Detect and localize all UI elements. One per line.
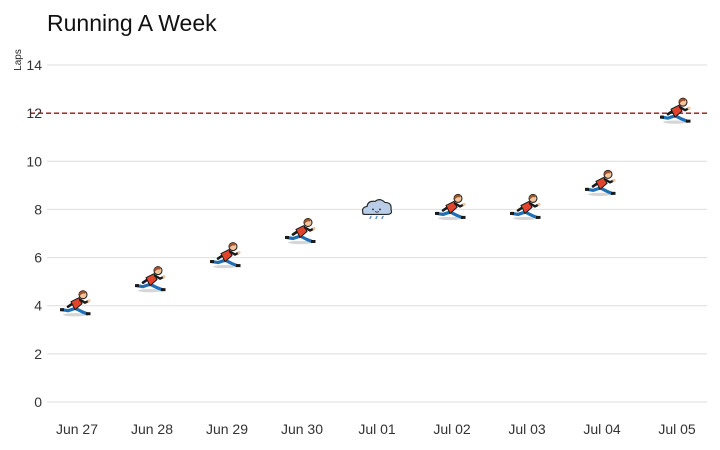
x-tick-label-0: Jun 27 <box>56 421 98 437</box>
x-tick-label-4: Jul 01 <box>358 421 396 437</box>
rain-cloud-icon-4 <box>361 198 393 220</box>
x-tick-label-3: Jun 30 <box>281 421 323 437</box>
runner-icon-2 <box>208 240 243 270</box>
y-axis-ticks: 0 2 4 6 8 10 12 14 <box>26 57 42 410</box>
y-tick-label-2: 2 <box>34 346 42 362</box>
y-tick-label-0: 0 <box>34 394 42 410</box>
runner-icon-5 <box>433 192 468 222</box>
chart-title: Running A Week <box>47 10 217 36</box>
gridlines <box>47 64 707 403</box>
y-tick-label-8: 8 <box>34 201 42 217</box>
runner-icon-1 <box>133 265 168 294</box>
x-tick-label-2: Jun 29 <box>206 421 248 437</box>
x-axis-ticks: Jun 27 Jun 28 Jun 29 Jun 30 Jul 01 Jul 02 Jul … <box>56 421 696 437</box>
x-tick-label-7: Jul 04 <box>583 421 621 437</box>
y-tick-label-12: 12 <box>26 105 42 121</box>
x-tick-label-5: Jul 02 <box>433 421 471 437</box>
x-tick-label-8: Jul 05 <box>658 421 696 437</box>
runner-icon-0 <box>58 289 93 318</box>
runner-icon-8 <box>658 96 693 126</box>
y-tick-label-6: 6 <box>34 250 42 266</box>
x-tick-label-1: Jun 28 <box>131 421 173 437</box>
y-axis-label: Laps <box>13 49 24 71</box>
y-tick-label-4: 4 <box>34 298 42 314</box>
data-markers <box>58 96 693 318</box>
y-tick-label-10: 10 <box>26 153 42 169</box>
x-tick-label-6: Jul 03 <box>508 421 546 437</box>
runner-icon-7 <box>583 168 618 198</box>
runner-icon-6 <box>508 192 543 222</box>
y-tick-label-14: 14 <box>26 57 42 73</box>
runner-icon-3 <box>283 216 318 246</box>
